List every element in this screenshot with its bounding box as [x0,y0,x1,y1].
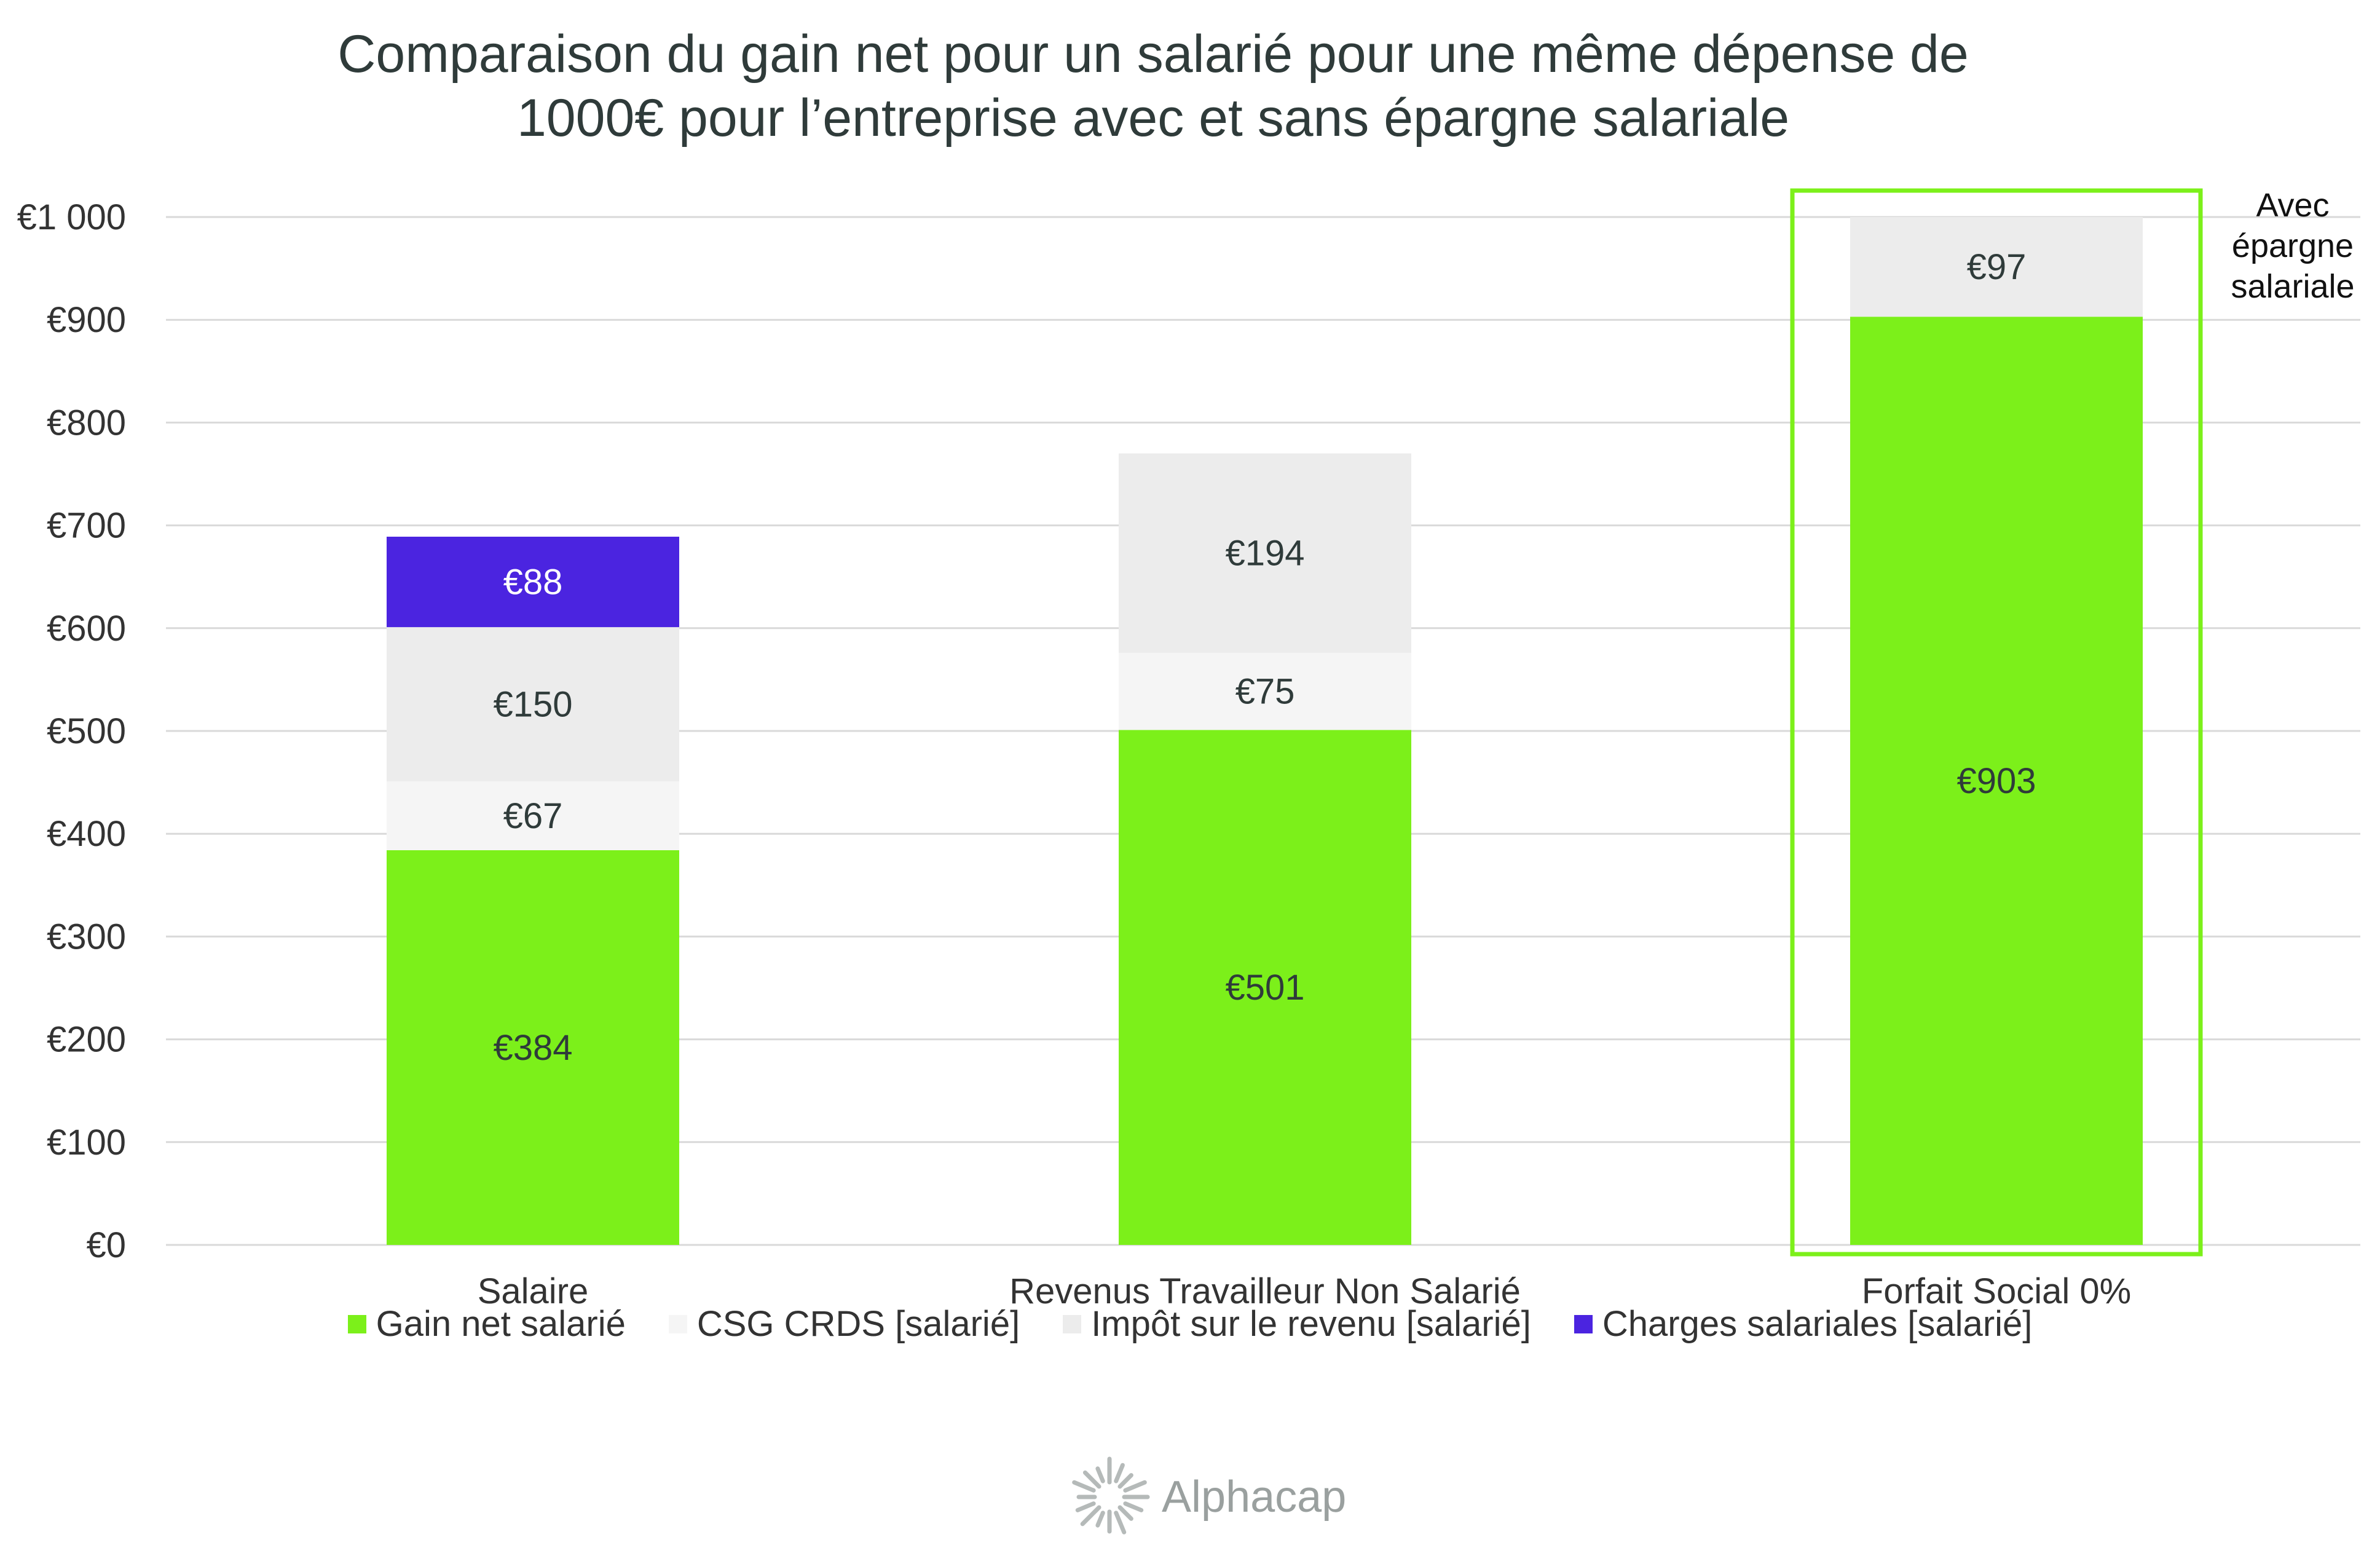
bar-segment [1119,453,1411,653]
legend-label: Gain net salarié [376,1304,626,1344]
legend-swatch [1574,1314,1593,1333]
legend-swatch [1063,1314,1082,1333]
y-tick-label: €200 [47,1020,126,1060]
chart-title-line-2: 1000€ pour l’entreprise avec et sans épa… [516,89,1790,148]
bar-segment [1119,730,1411,1245]
sunburst-ray [1117,1505,1133,1521]
chart-title-line-1: Comparaison du gain net pour un salarié … [337,25,1969,84]
data-label: €75 [1235,672,1295,712]
legend-item: Impôt sur le revenu [salarié] [1063,1303,1531,1345]
bar-segment [387,850,679,1245]
highlight-box [1790,188,2203,1257]
x-category-label: Salaire [478,1271,589,1311]
data-label: €194 [1225,534,1304,574]
sunburst-ray [1114,1463,1125,1483]
bar-segment [387,627,679,781]
highlight-group [1790,188,2203,1257]
data-label: €88 [503,563,563,602]
highlight-note-line: épargne [2232,227,2354,264]
x-category-label: Forfait Social 0% [1862,1271,2131,1311]
highlight-note-line: salariale [2231,268,2354,305]
x-axis-categories: Salaire Revenus Travailleur Non Salarié Fo… [478,1271,2131,1311]
y-axis-ticks: €0 €100 €200 €300 €400 €500 €600 €700 €800 €900 €1… [17,197,126,1265]
data-label: €501 [1225,968,1304,1008]
sunburst-ray [1072,1480,1096,1493]
sunburst-ray [1080,1505,1101,1526]
y-tick-label: €600 [47,609,126,649]
data-label: €97 [1967,247,2027,287]
legend-label: Impôt sur le revenu [salarié] [1091,1304,1531,1344]
y-tick-label: €400 [47,814,126,854]
highlight-note-line: Avec [2256,187,2329,224]
data-labels: €384 €67 €150 €88 €501 €75 €194 €903 €97 [493,247,2036,1068]
bars [387,217,2143,1245]
y-tick-label: €900 [47,300,126,340]
y-tick-label: €500 [47,711,126,751]
legend-item: Gain net salarié [347,1303,626,1345]
sunburst-ray [1114,1510,1127,1534]
sunburst-ray [1095,1510,1105,1528]
bar-segment [1850,317,2143,1245]
legend: Gain net salarié CSG CRDS [salarié] Impôt … [0,1303,2380,1345]
brand-logo: Alphacap [1063,1451,1346,1543]
y-tick-label: €1 000 [17,197,126,237]
bar-segment [1119,652,1411,730]
y-tick-label: €300 [47,917,126,957]
sunburst-ray [1095,1466,1105,1483]
sunburst-ray [1075,1501,1096,1512]
data-label: €67 [503,796,563,836]
legend-swatch [668,1314,687,1333]
legend-swatch [347,1314,366,1333]
sunburst-ray [1123,1501,1144,1512]
sunburst-ray [1117,1473,1133,1489]
legend-label: CSG CRDS [salarié] [696,1304,1020,1344]
y-tick-label: €100 [47,1123,126,1163]
y-tick-label: €800 [47,403,126,443]
x-category-label: Revenus Travailleur Non Salarié [1009,1271,1521,1311]
bar-segment [387,536,679,628]
bar-segment [387,781,679,850]
data-label: €384 [493,1028,572,1068]
sunburst-ray [1123,1480,1147,1493]
y-tick-label: €700 [47,506,126,546]
legend-item: CSG CRDS [salarié] [668,1303,1020,1345]
sunburst-ray [1082,1470,1101,1489]
y-tick-label: €0 [86,1225,126,1265]
data-label: €903 [1956,761,2036,801]
legend-item: Charges salariales [salarié] [1574,1303,2033,1345]
data-label: €150 [493,685,572,725]
legend-label: Charges salariales [salarié] [1602,1304,2033,1344]
brand-name: Alphacap [1162,1472,1347,1522]
chart-title: Comparaison du gain net pour un salarié … [0,22,2380,150]
bar-segment [1850,217,2143,317]
sunburst-logo-icon [1072,1456,1150,1534]
